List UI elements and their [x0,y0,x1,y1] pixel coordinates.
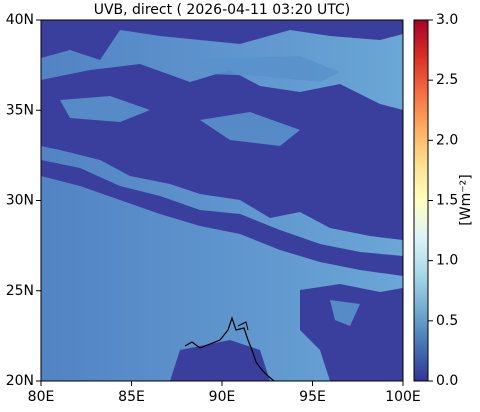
map-field [41,20,403,381]
colorbar [413,19,429,382]
colorbar-label: [Wm⁻²] [458,174,474,225]
colorbar-tick-label: 1.0 [436,253,458,269]
x-tick-label: 90E [209,389,236,405]
chart-title: UVB, direct ( 2026-04-11 03:20 UTC) [94,2,351,18]
x-tick-label: 80E [28,389,55,405]
y-tick-label: 35N [6,102,34,118]
colorbar-tick-label: 3.0 [436,12,458,28]
colorbar-tick-label: 2.5 [436,72,458,88]
y-tick-label: 30N [6,193,34,209]
x-tick-label: 100E [385,389,421,405]
colorbar-tick-label: 2.0 [436,132,458,148]
y-tick-label: 40N [6,12,34,28]
colorbar-tick-label: 1.5 [436,193,458,209]
x-tick-label: 95E [299,389,326,405]
colorbar-tick-label: 0.5 [436,313,458,329]
y-tick-label: 25N [6,283,34,299]
colorbar-tick-label: 0.0 [436,373,458,389]
x-tick-label: 85E [118,389,145,405]
y-tick-label: 20N [6,373,34,389]
